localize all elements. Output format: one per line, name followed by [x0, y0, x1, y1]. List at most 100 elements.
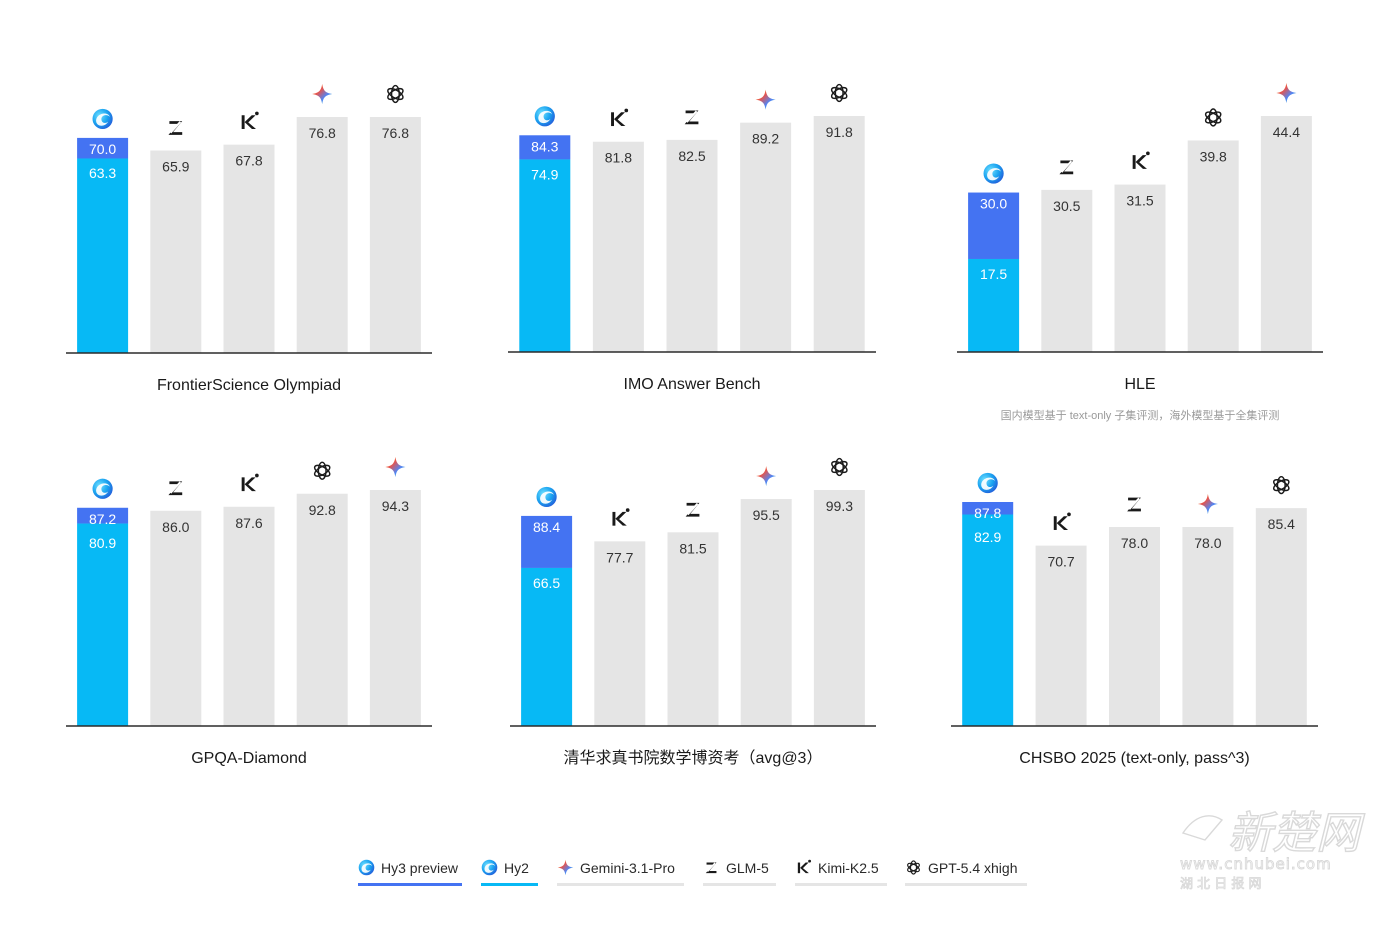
- kimi-k-icon: [1132, 151, 1150, 169]
- openai-knot-icon: [312, 461, 333, 480]
- gemini-sparkle-icon: [385, 456, 406, 478]
- bar-kimi: [223, 144, 275, 353]
- watermark-brand: 新楚网: [1228, 808, 1365, 859]
- zhipu-z-icon: [684, 110, 699, 125]
- legend-label: GLM-5: [726, 860, 769, 876]
- data-label-gemini: 95.5: [753, 507, 780, 523]
- hunyuan-logo-icon: [534, 106, 555, 127]
- zhipu-z-icon: [1059, 160, 1074, 175]
- chart-title: 清华求真书院数学博资考（avg@3）: [564, 749, 823, 767]
- chart-panel: 84.3 74.9 81.8 82.5 89.2 91.8 IMO Answer Bench: [508, 83, 876, 393]
- bar-gpt: [1255, 508, 1307, 726]
- data-label-gpt: 91.8: [826, 124, 853, 140]
- kimi-k-icon: [611, 108, 629, 127]
- legend-item-gpt: GPT-5.4 xhigh: [905, 860, 1027, 886]
- legend-underline: [905, 883, 1027, 886]
- legend-underline: [358, 883, 462, 886]
- data-label-kimi: 81.8: [605, 150, 632, 166]
- data-label-gemini: 94.3: [382, 498, 409, 514]
- legend-item-hy3: Hy3 preview: [358, 859, 462, 886]
- bar-glm: [150, 510, 202, 726]
- chart-panel: 70.0 63.3 65.9 67.8 76.8 76.8 FrontierScience …: [66, 83, 432, 394]
- data-label-glm: 30.5: [1053, 198, 1080, 214]
- data-label-gpt: 92.8: [309, 502, 336, 518]
- data-label-gemini: 44.4: [1273, 124, 1300, 140]
- data-label-hy2: 66.5: [533, 575, 560, 591]
- bar-hy2: [77, 523, 129, 726]
- bar-gemini: [296, 117, 348, 353]
- legend-item-kimi: Kimi-K2.5: [795, 859, 887, 886]
- watermark: 新楚网 www.cnhubei.com 湖 北 日 报 网: [1180, 807, 1366, 892]
- data-label-gpt: 76.8: [382, 125, 409, 141]
- bar-glm: [1041, 189, 1093, 352]
- bar-kimi: [592, 141, 644, 352]
- openai-knot-icon: [829, 83, 850, 103]
- legend-item-gemini: Gemini-3.1-Pro: [557, 859, 684, 886]
- chart-title: IMO Answer Bench: [624, 376, 761, 393]
- bar-hy2: [521, 567, 573, 726]
- chart-panel: 87.2 80.9 86.0 87.6 92.8 94.3 GPQA-Diamond: [66, 456, 432, 767]
- data-label-hy2: 17.5: [980, 266, 1007, 282]
- zhipu-z-icon: [685, 502, 700, 517]
- legend-underline: [703, 883, 776, 886]
- openai-knot-icon: [1271, 475, 1292, 495]
- data-label-gemini: 76.8: [309, 125, 336, 141]
- chart-panel: 88.4 66.5 77.7 81.5 95.5 99.3 清华求真书院数学博资考（avg@…: [510, 457, 876, 767]
- data-label-glm: 86.0: [162, 519, 189, 535]
- bar-hy2: [962, 514, 1014, 726]
- watermark-sub: 湖 北 日 报 网: [1180, 877, 1262, 892]
- data-label-hy3: 88.4: [533, 519, 560, 535]
- chart-title: CHSBO 2025 (text-only, pass^3): [1019, 750, 1249, 767]
- data-label-kimi: 31.5: [1126, 193, 1153, 209]
- legend-label: Hy2: [504, 860, 529, 876]
- hunyuan-logo-icon: [977, 472, 998, 494]
- data-label-kimi: 70.7: [1047, 554, 1074, 570]
- chart-note: 国内模型基于 text-only 子集评测，海外模型基于全集评测: [1001, 408, 1280, 422]
- bar-hy2: [77, 158, 129, 353]
- hunyuan-logo-icon: [481, 859, 498, 876]
- gemini-sparkle-icon: [557, 859, 574, 876]
- data-label-glm: 81.5: [679, 540, 706, 556]
- bar-hy2: [519, 159, 571, 352]
- zhipu-z-icon: [705, 862, 717, 874]
- kimi-k-icon: [1053, 512, 1071, 530]
- zhipu-z-icon: [1127, 497, 1141, 512]
- data-label-hy2: 80.9: [89, 535, 116, 551]
- bar-gemini: [740, 499, 792, 726]
- openai-knot-icon: [385, 84, 406, 104]
- kimi-k-icon: [241, 111, 259, 129]
- bar-hy3: [77, 507, 129, 524]
- kimi-k-icon: [797, 859, 812, 874]
- kimi-k-icon: [612, 508, 630, 526]
- bar-hy3: [968, 192, 1020, 259]
- gemini-sparkle-icon: [755, 89, 776, 110]
- bar-hy3: [521, 515, 573, 568]
- bar-glm: [1109, 527, 1160, 726]
- hunyuan-logo-icon: [358, 859, 375, 876]
- openai-knot-icon: [829, 457, 850, 477]
- chart-panel: 30.0 17.5 30.5 31.5 39.8 44.4 HLE 国内模型基于 text-o…: [957, 82, 1323, 422]
- data-label-kimi: 87.6: [235, 515, 262, 531]
- bar-gpt: [813, 116, 865, 352]
- hunyuan-logo-icon: [536, 486, 557, 507]
- data-label-glm: 65.9: [162, 158, 189, 174]
- bar-hy3: [962, 502, 1014, 515]
- bar-glm: [667, 532, 719, 726]
- data-label-hy3: 87.2: [89, 511, 116, 527]
- data-label-hy2: 82.9: [974, 529, 1001, 545]
- chart-panel: 87.8 82.9 70.7 78.0 78.0 85.4 CHSBO 2025 (text…: [951, 472, 1318, 767]
- legend: Hy3 preview Hy2 Gemini-3.1-Pro GLM-5 Kimi-K2…: [358, 859, 1027, 886]
- bar-hy2: [968, 258, 1020, 352]
- bar-gemini: [1260, 116, 1312, 352]
- data-label-hy3: 87.8: [974, 505, 1001, 521]
- legend-label: Kimi-K2.5: [818, 860, 879, 876]
- gemini-sparkle-icon: [756, 465, 777, 487]
- legend-label: Hy3 preview: [381, 860, 459, 876]
- openai-knot-icon: [905, 860, 922, 875]
- legend-underline: [795, 883, 887, 886]
- data-label-hy3: 84.3: [531, 138, 558, 154]
- data-label-kimi: 67.8: [235, 153, 262, 169]
- bar-hy3: [519, 135, 571, 160]
- bar-glm: [150, 150, 202, 353]
